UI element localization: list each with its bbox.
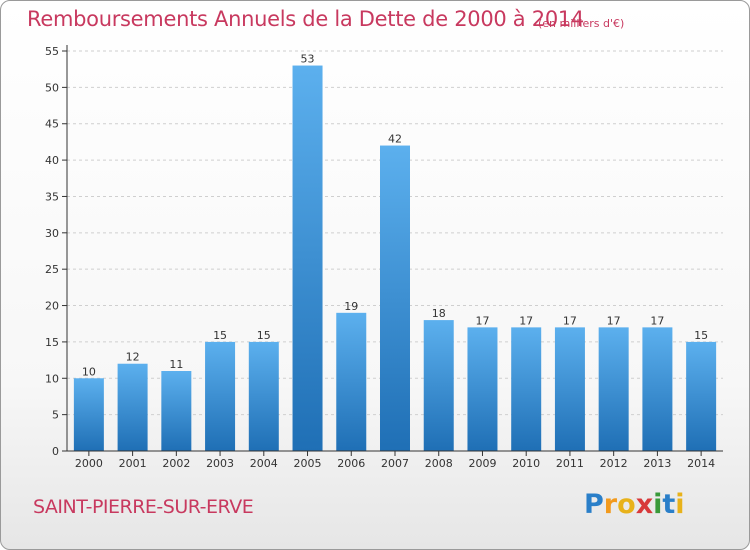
y-tick-label: 35 (45, 190, 59, 203)
bar-2000 (73, 378, 104, 451)
bar-2006 (336, 312, 367, 451)
x-tick-label: 2011 (556, 457, 584, 470)
brand-logo: Proxiti (584, 489, 685, 520)
bar-2001 (117, 363, 148, 451)
bar-value-label: 17 (475, 314, 489, 327)
bar-value-label: 12 (126, 351, 140, 364)
y-tick-label: 10 (45, 372, 59, 385)
x-tick-label: 2001 (119, 457, 147, 470)
x-tick-label: 2000 (75, 457, 103, 470)
axes (62, 45, 723, 456)
bar-value-label: 53 (301, 53, 315, 66)
y-tick-label: 20 (45, 300, 59, 313)
x-tick-label: 2012 (600, 457, 628, 470)
brand-letter: P (584, 489, 604, 520)
bar-value-label: 17 (607, 314, 621, 327)
bar-value-label: 11 (169, 358, 183, 371)
brand-letter: r (603, 489, 618, 520)
bar-2002 (161, 371, 192, 451)
bar-value-label: 10 (82, 365, 96, 378)
y-tick-label: 25 (45, 263, 59, 276)
bar-value-label: 15 (694, 329, 708, 342)
y-tick-label: 5 (52, 409, 59, 422)
y-tick-label: 55 (45, 45, 59, 58)
bar-value-label: 17 (563, 314, 577, 327)
bar-value-label: 15 (213, 329, 227, 342)
bars (73, 65, 717, 451)
chart-title: Remboursements Annuels de la Dette de 20… (27, 7, 584, 31)
x-tick-label: 2006 (337, 457, 365, 470)
x-tick-label: 2002 (162, 457, 190, 470)
brand-letter: t (662, 489, 676, 520)
bar-2011 (554, 327, 585, 451)
x-tick-label: 2008 (425, 457, 453, 470)
brand-letter: i (653, 489, 663, 520)
bar-2014 (686, 341, 717, 451)
y-tick-label: 50 (45, 81, 59, 94)
bar-2010 (511, 327, 542, 451)
bar-value-label: 17 (519, 314, 533, 327)
bar-2013 (642, 327, 673, 451)
x-tick-label: 2009 (468, 457, 496, 470)
x-tick-label: 2004 (250, 457, 278, 470)
y-tick-label: 40 (45, 154, 59, 167)
commune-name: SAINT-PIERRE-SUR-ERVE (33, 496, 254, 518)
brand-letter: i (675, 489, 685, 520)
bar-value-label: 42 (388, 133, 402, 146)
bar-2012 (598, 327, 629, 451)
x-tick-label: 2014 (687, 457, 715, 470)
chart-subtitle: (en milliers d'€) (538, 17, 625, 30)
x-tick-label: 2013 (643, 457, 671, 470)
x-tick-label: 2005 (294, 457, 322, 470)
x-tick-label: 2007 (381, 457, 409, 470)
bar-2003 (205, 341, 236, 451)
bar-value-label: 17 (650, 314, 664, 327)
y-tick-label: 15 (45, 336, 59, 349)
y-tick-label: 30 (45, 227, 59, 240)
bar-2007 (380, 145, 410, 451)
brand-letter: x (635, 489, 654, 520)
brand-letter: o (617, 489, 636, 520)
x-tick-label: 2003 (206, 457, 234, 470)
bar-2004 (248, 341, 279, 451)
bar-value-label: 19 (344, 300, 358, 313)
bar-value-label: 18 (432, 307, 446, 320)
bar-2008 (423, 320, 454, 451)
bar-value-label: 15 (257, 329, 271, 342)
y-tick-label: 0 (52, 445, 59, 458)
bar-2009 (467, 327, 498, 451)
bar-2005 (292, 65, 323, 451)
x-tick-label: 2010 (512, 457, 540, 470)
y-tick-label: 45 (45, 118, 59, 131)
labels: 0 5 10 15 20 25 30 35 40 45 50 55 10 2000 12 2001 11 2002… (45, 45, 715, 470)
